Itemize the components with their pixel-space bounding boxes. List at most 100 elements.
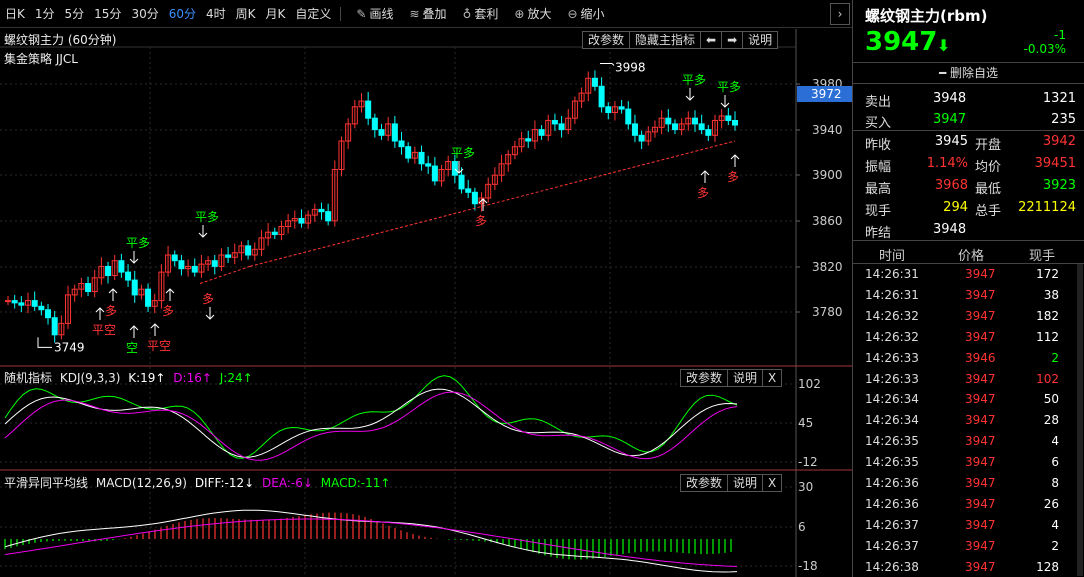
candle-body [698,123,705,131]
signal-arrow [165,288,175,294]
tick-price: 3947 [965,392,996,407]
candle-body [725,115,732,121]
tick-price: 3947 [965,559,996,574]
candle-body [478,197,485,205]
candle-body [331,169,338,222]
tick-volume: 4 [1051,434,1059,449]
zoom-in-button[interactable]: ⊕ 放大 [509,0,556,28]
zoom-out-button[interactable]: ⊖ 缩小 [562,0,609,28]
macd-header: 平滑异同平均线 MACD(12,26,9) DIFF:-12↓ DEA:-6↓ … [4,474,394,491]
ask-volume: 1321 [1042,91,1076,106]
tick-row: 14:26:32 3947 182 [853,306,1084,327]
period-tab[interactable]: 4时 [206,6,226,21]
zoom-out-icon: ⊖ [567,6,578,21]
period-tab[interactable]: 15分 [94,6,122,21]
candle-body [445,161,452,171]
price-axis-label: 3900 [812,168,843,182]
kdj-header: 随机指标 KDJ(9,3,3) K:19↑ D:16↑ J:24↑ [4,369,257,386]
candle-body [498,163,505,176]
signal-arrow [478,198,488,204]
hide-indicator-button[interactable]: 隐藏主指标 [629,31,702,49]
high-marker [600,62,615,66]
candle-body [198,263,205,273]
macd-close-icon[interactable]: X [762,474,783,492]
candle-body [105,265,112,277]
candle-body [491,174,498,185]
candle-body [591,77,598,87]
signal-label: 多 [697,186,709,200]
candle-body [711,119,718,136]
candle-body [685,117,692,125]
macd-diff-value: DIFF:-12↓ [194,476,255,490]
kdj-params-button[interactable]: 改参数 [680,369,729,387]
tick-row: 14:26:35 3947 4 [853,431,1084,452]
period-tab[interactable]: 日K [5,6,25,21]
price-chart[interactable]: 398039403900386038203780397239983749平空多平… [0,29,852,577]
candle-body [265,231,272,239]
kdj-name: 随机指标 [4,371,53,385]
tick-row: 14:26:36 3947 8 [853,473,1084,494]
next-arrow-icon[interactable]: ➡ [721,31,744,49]
period-tab[interactable]: 自定义 [295,6,332,21]
tick-row: 14:26:33 3947 102 [853,369,1084,390]
candle-body [645,131,652,142]
tick-time: 14:26:36 [865,496,919,511]
candle-body [111,260,118,277]
candle-body [318,208,325,213]
prev-arrow-icon[interactable]: ⬅ [700,31,723,49]
change-percent: -0.03% [1023,42,1066,56]
pencil-icon: ✎ [356,6,367,21]
money-bag-button[interactable]: ♁ 套利 [458,0,504,28]
kdj-close-icon[interactable]: X [762,369,783,387]
signal-arrow [730,154,740,160]
period-tab[interactable]: 周K [235,6,256,21]
remove-watchlist-button[interactable]: ━ 删除自选 [853,62,1084,84]
period-tab[interactable]: 月K [265,6,286,21]
kdj-j-value: J:24↑ [219,371,253,385]
period-tab[interactable]: 30分 [131,6,159,21]
ticks-header-time: 时间 [879,249,906,264]
tick-volume: 2 [1051,350,1059,365]
candle-body [658,117,665,128]
macd-params-button[interactable]: 改参数 [680,474,729,492]
period-tab[interactable]: 5分 [64,6,85,21]
candle-body [425,163,432,167]
tick-volume: 182 [1036,308,1059,323]
signal-arrow [720,102,730,108]
candle-body [118,260,125,273]
stat-label: 振幅 [865,160,892,175]
layers-button[interactable]: ≋ 叠加 [404,0,451,28]
candle-body [5,300,11,303]
settle-label: 昨结 [865,226,892,241]
signal-arrow [95,307,105,313]
signal-label: 空 [126,341,138,355]
tick-volume: 172 [1036,267,1059,281]
period-tab[interactable]: 1分 [34,6,55,21]
stat-label: 最高 [865,182,892,197]
tick-row: 14:26:32 3947 112 [853,327,1084,348]
candle-body [65,294,72,324]
kdj-axis-label: 45 [798,416,813,430]
candle-body [45,309,52,319]
pencil-button[interactable]: ✎ 画线 [351,0,398,28]
ticks-scrollbar[interactable] [1077,264,1083,576]
candle-body [178,260,185,270]
edit-params-button[interactable]: 改参数 [582,31,631,49]
candle-body [345,123,352,142]
help-button[interactable]: 说明 [742,31,779,49]
tick-volume: 4 [1051,517,1059,532]
macd-help-button[interactable]: 说明 [727,474,764,492]
period-toolbar: 日K 1分 5分 15分 30分 60分 4时 周K 月K 自定义 ✎ 画线 ≋ 叠加 ♁ 套利 ⊕ 放大 ⊖ 缩小 [0,0,852,28]
tick-price: 3947 [965,455,996,470]
period-tab[interactable]: 60分 [168,6,196,21]
candle-body [231,252,238,258]
kdj-help-button[interactable]: 说明 [727,369,764,387]
tick-volume: 38 [1043,287,1059,302]
collapse-panel-button[interactable]: › [830,3,850,25]
candle-body [551,119,558,125]
candle-body [171,254,178,262]
candle-body [638,134,645,142]
tick-row: 14:26:31 3947 38 [853,285,1084,306]
layers-icon: ≋ [409,6,420,21]
signal-arrow [454,168,464,174]
